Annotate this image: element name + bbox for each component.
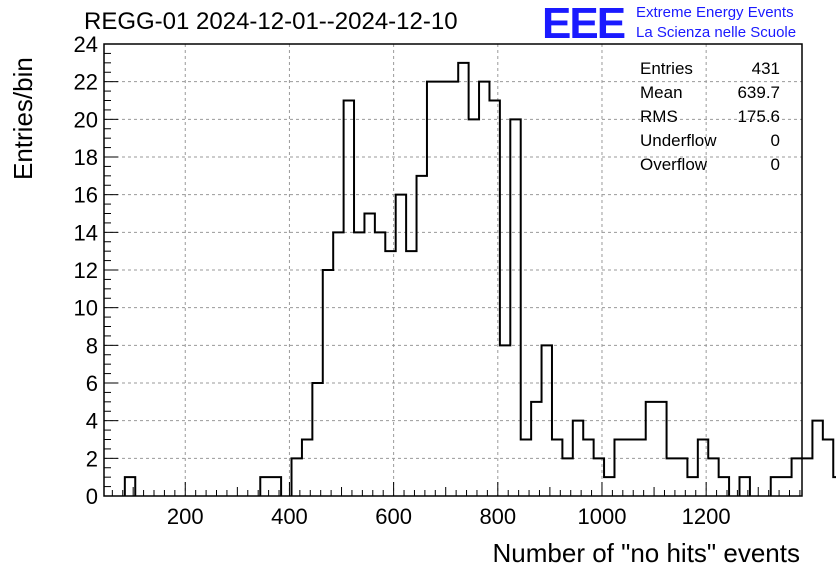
y-tick-label: 20 bbox=[74, 107, 98, 132]
y-axis-label: Entries/bin bbox=[8, 57, 38, 180]
stats-label: RMS bbox=[640, 107, 678, 126]
logo-line-1: Extreme Energy Events bbox=[636, 4, 794, 21]
y-tick-label: 16 bbox=[74, 183, 98, 208]
y-tick-label: 8 bbox=[86, 333, 98, 358]
stats-row-underflow: Underflow 0 bbox=[640, 130, 780, 154]
stats-row-overflow: Overflow 0 bbox=[640, 154, 780, 178]
x-tick-label: 200 bbox=[167, 504, 204, 529]
x-axis-label: Number of "no hits" events bbox=[492, 538, 801, 568]
stats-label: Overflow bbox=[640, 155, 708, 174]
y-tick-label: 0 bbox=[86, 484, 98, 509]
logo-line-2: La Scienza nelle Scuole bbox=[636, 24, 797, 41]
x-tick-label: 800 bbox=[479, 504, 516, 529]
stats-label: Entries bbox=[640, 59, 693, 78]
stats-row-entries: Entries 431 bbox=[640, 58, 780, 82]
stats-box: Entries 431 Mean 639.7 RMS 175.6 Underflow 0… bbox=[640, 58, 780, 178]
y-tick-label: 14 bbox=[74, 220, 98, 245]
x-tick-label: 1000 bbox=[577, 504, 626, 529]
eee-logo: EEE bbox=[542, 0, 626, 48]
y-tick-label: 10 bbox=[74, 296, 98, 321]
x-tick-label: 1200 bbox=[682, 504, 731, 529]
x-tick-label: 600 bbox=[375, 504, 412, 529]
stats-row-rms: RMS 175.6 bbox=[640, 106, 780, 130]
stats-value: 0 bbox=[770, 155, 780, 174]
x-tick-label: 400 bbox=[271, 504, 308, 529]
y-tick-label: 2 bbox=[86, 446, 98, 471]
histogram-outline bbox=[123, 61, 836, 496]
y-tick-label: 24 bbox=[74, 32, 98, 57]
stats-row-mean: Mean 639.7 bbox=[640, 82, 780, 106]
stats-value: 431 bbox=[751, 59, 780, 78]
stats-label: Mean bbox=[640, 83, 683, 102]
stats-label: Underflow bbox=[640, 131, 717, 150]
y-tick-label: 18 bbox=[74, 145, 98, 170]
stats-value: 0 bbox=[770, 131, 780, 150]
y-tick-label: 12 bbox=[74, 258, 98, 283]
y-tick-label: 4 bbox=[86, 409, 98, 434]
stats-value: 639.7 bbox=[737, 83, 780, 102]
chart-title: REGG-01 2024-12-01--2024-12-10 bbox=[84, 8, 458, 35]
y-tick-label: 22 bbox=[74, 70, 98, 95]
stats-value: 175.6 bbox=[737, 107, 780, 126]
y-tick-label: 6 bbox=[86, 371, 98, 396]
